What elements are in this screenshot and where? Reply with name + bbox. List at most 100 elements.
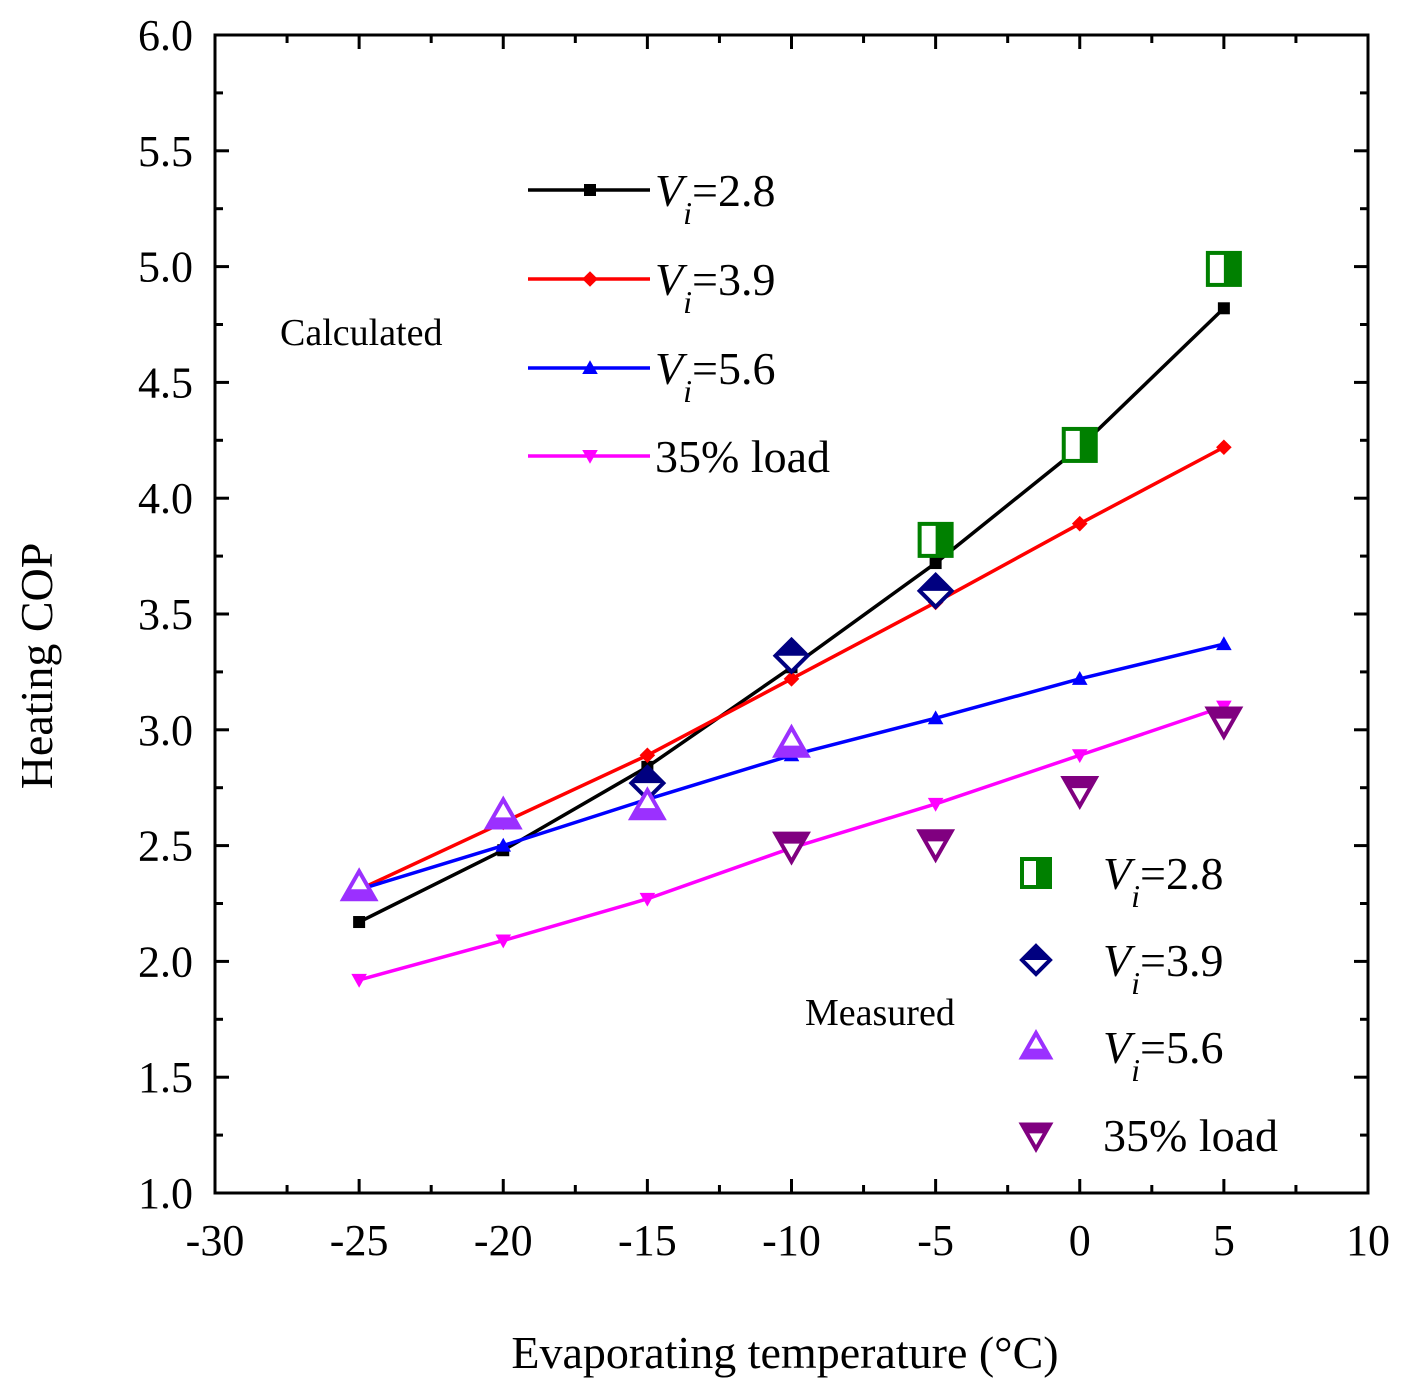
marker-shape [1216, 636, 1232, 651]
plot-frame [213, 33, 1370, 1195]
y-tick-label: 2.0 [138, 937, 193, 986]
data-point [927, 710, 944, 725]
marker-fill [775, 833, 808, 844]
legend-measured-entry: Vi=2.8 [1020, 848, 1223, 914]
y-tick-label: 1.0 [138, 1169, 193, 1218]
legend-marker [582, 271, 598, 287]
legend-label: 35% load [1103, 1110, 1278, 1161]
legend: Vi=2.8 Vi=3.9 Vi=5.6 35% load Vi=2.8 Vi=3.9 Vi… [528, 165, 1278, 1161]
y-tick-label: 3.5 [138, 590, 193, 639]
axes: -30 -25 -20 -15 -10 -5 0 5 10 1.0 1.5 2.0 2.5 3.0 3.5 4… [138, 11, 1390, 1265]
marker-fill [935, 523, 952, 556]
data-point [1071, 515, 1088, 532]
measured-point [916, 829, 956, 864]
legend-calculated-entry: Vi=3.9 [528, 254, 775, 320]
marker-fill [1036, 859, 1050, 887]
marker-fill [1207, 708, 1240, 719]
calculated-group-label: Calculated [280, 312, 442, 354]
marker-fill [1022, 946, 1050, 960]
marker-fill [1223, 252, 1240, 285]
legend-label: Vi=3.9 [655, 254, 775, 320]
data-point [495, 837, 512, 852]
x-tick-label: -20 [474, 1216, 533, 1265]
y-tick-label: 5.0 [138, 243, 193, 292]
measured-point [627, 786, 667, 821]
y-tick-label: 3.0 [138, 706, 193, 755]
marker-fill [919, 831, 952, 842]
marker-shape [639, 892, 656, 907]
data-point [1071, 749, 1088, 764]
x-tick-label: -15 [618, 1216, 677, 1265]
legend-label: Vi=5.6 [655, 343, 775, 409]
marker-fill [487, 817, 520, 828]
legend-calculated-entry: Vi=2.8 [528, 165, 775, 231]
data-point [1216, 636, 1232, 651]
marker-shape [584, 184, 596, 196]
legend-marker [582, 360, 598, 374]
data-point [639, 892, 656, 907]
legend-measured-entry: Vi=3.9 [1019, 935, 1223, 1001]
marker-fill [775, 639, 808, 656]
y-tick-label: 4.5 [138, 358, 193, 407]
x-tick-label: -30 [186, 1216, 245, 1265]
measured-series-1 [628, 572, 955, 802]
marker-shape [495, 837, 512, 852]
x-tick-label: -10 [762, 1216, 821, 1265]
legend-label: Vi=2.8 [1103, 848, 1223, 914]
x-tick-label: -5 [917, 1216, 954, 1265]
data-point [1217, 302, 1230, 315]
marker-shape [353, 916, 366, 929]
marker-shape [639, 747, 656, 764]
x-tick-label: 5 [1213, 1216, 1235, 1265]
measured-series-3 [772, 706, 1244, 866]
measured-point [772, 636, 811, 675]
measured-point [1060, 776, 1100, 811]
legend-marker [584, 184, 596, 196]
marker-fill [919, 574, 952, 591]
marker-fill [1022, 1048, 1050, 1058]
data-point [929, 557, 942, 570]
marker-shape [1216, 439, 1232, 456]
legend-measured-entry: 35% load [1018, 1110, 1278, 1161]
data-point [783, 671, 800, 687]
marker-shape [582, 360, 598, 374]
marker-shape [783, 671, 800, 687]
data-point [353, 916, 366, 929]
measured-point [917, 521, 954, 558]
data-point [1216, 439, 1232, 456]
legend-marker [1019, 943, 1053, 977]
marker-shape [929, 557, 942, 570]
marker-shape [1071, 671, 1088, 685]
y-tick-label: 4.0 [138, 474, 193, 523]
legend-label: 35% load [655, 431, 830, 482]
data-point [927, 797, 944, 812]
marker-shape [582, 450, 598, 464]
measured-point [483, 795, 523, 830]
measured-point [772, 831, 811, 866]
y-axis-title: Heating COP [11, 543, 62, 790]
y-tick-label: 1.5 [138, 1053, 193, 1102]
data-point [495, 934, 512, 949]
measured-point [772, 723, 811, 758]
marker-fill [631, 808, 664, 819]
x-tick-label: 10 [1346, 1216, 1390, 1265]
data-point [1071, 671, 1088, 685]
y-tick-label: 6.0 [138, 11, 193, 60]
marker-shape [582, 271, 598, 287]
marker-shape [927, 710, 944, 725]
x-tick-label: 0 [1069, 1216, 1091, 1265]
legend-label: Vi=5.6 [1103, 1022, 1223, 1088]
marker-fill [1063, 778, 1096, 789]
marker-shape [351, 973, 367, 988]
marker-shape [927, 797, 944, 812]
data-point [639, 747, 656, 764]
series-layer [339, 250, 1244, 988]
marker-fill [631, 767, 664, 784]
measured-point [916, 572, 955, 610]
legend-marker [1018, 1028, 1054, 1060]
marker-shape [1217, 302, 1230, 315]
marker-fill [1022, 1124, 1050, 1134]
measured-point [1061, 426, 1098, 463]
